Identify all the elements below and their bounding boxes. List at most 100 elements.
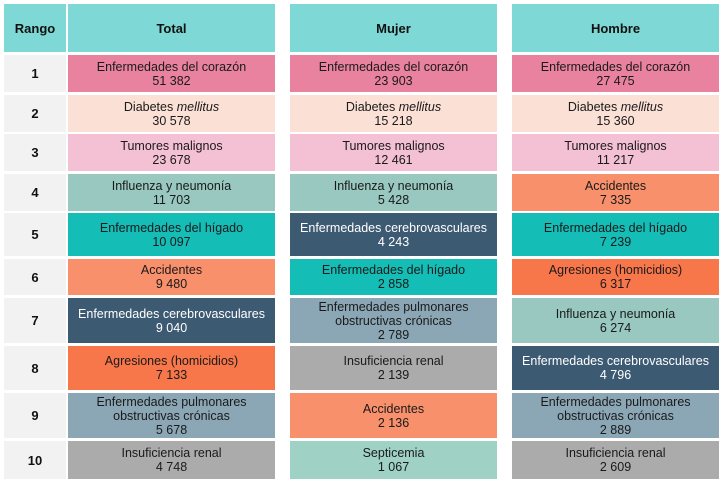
cause-label: Influenza y neumonía [555,306,676,321]
rank-cell: 10 [4,441,66,479]
death-count-value: 2 136 [377,415,410,430]
death-count-value: 1 067 [377,460,410,474]
death-count-value: 6 317 [599,277,632,291]
cause-name: Enfermedades pulmonares obstructivas cró… [296,300,491,328]
cause-label: Influenza y neumonía [333,178,454,193]
death-count-value: 10 097 [152,234,191,249]
cause-name: Enfermedades cerebrovasculares [522,354,709,368]
cause-label: Tumores malignos [120,138,223,153]
death-count-value: 4 748 [155,460,188,474]
death-count-value: 12 461 [374,152,413,167]
cause-label: Accidentes [362,401,425,416]
cause-italic-label: mellitus [176,99,220,114]
cause-label: Enfermedades del hígado [321,263,466,277]
death-count-value: 5 428 [377,192,410,207]
rank-cell: 6 [4,259,66,295]
hombre-cause-cell: Tumores malignos 11 217 [512,134,719,171]
mujer-cause-cell: Tumores malignos 12 461 [290,134,497,171]
total-cause-cell: Enfermedades cerebrovasculares 9 040 [68,298,275,343]
cause-name: Accidentes [363,402,424,416]
cause-label: Enfermedades del corazón [540,59,691,74]
death-count-value: 51 382 [152,73,191,88]
cause-label: Accidentes [584,178,647,193]
death-count-value: 2 789 [377,327,410,342]
cause-label: Tumores malignos [342,138,445,153]
death-count-value: 9 480 [155,277,188,291]
death-count-value: 2 889 [599,422,632,437]
cause-name: Influenza y neumonía [556,307,676,321]
death-count-value: 2 858 [377,277,410,291]
cause-label: Enfermedades pulmonares obstructivas cró… [318,299,469,328]
cause-name: Diabetes mellitus [346,100,441,114]
hombre-cause-cell: Diabetes mellitus 15 360 [512,95,719,132]
cause-label: Enfermedades cerebrovasculares [300,220,487,235]
cause-label: Enfermedades del hígado [543,220,688,235]
rank-cell: 8 [4,346,66,390]
cause-name: Enfermedades del corazón [319,60,468,74]
cause-label: Diabetes [123,99,174,114]
total-cause-cell: Diabetes mellitus 30 578 [68,95,275,132]
cause-label: Enfermedades pulmonares obstructivas cró… [540,394,691,423]
total-cause-cell: Accidentes 9 480 [68,259,275,295]
hombre-cause-cell: Accidentes 7 335 [512,174,719,211]
hombre-cause-cell: Enfermedades del corazón 27 475 [512,55,719,92]
cause-name: Influenza y neumonía [112,179,232,193]
cause-label: Enfermedades pulmonares obstructivas cró… [96,394,247,423]
death-count-value: 4 796 [599,368,632,382]
rank-cell: 7 [4,298,66,343]
cause-label: Influenza y neumonía [111,178,232,193]
hombre-cause-cell: Influenza y neumonía 6 274 [512,298,719,343]
header-hombre: Hombre [512,4,719,52]
cause-name: Enfermedades pulmonares obstructivas cró… [518,395,713,423]
total-cause-cell: Insuficiencia renal 4 748 [68,441,275,479]
cause-name: Tumores malignos [342,139,444,153]
cause-name: Diabetes mellitus [568,100,663,114]
death-count-value: 11 703 [152,192,191,207]
cause-name: Enfermedades del hígado [544,221,687,235]
death-count-value: 5 678 [155,422,188,437]
cause-name: Insuficiencia renal [343,354,443,368]
cause-name: Enfermedades cerebrovasculares [300,221,487,235]
rank-cell: 4 [4,174,66,211]
rank-cell: 1 [4,55,66,92]
cause-name: Enfermedades del corazón [97,60,246,74]
total-cause-cell: Agresiones (homicidios) 7 133 [68,346,275,390]
rank-cell: 9 [4,393,66,438]
death-count-value: 2 609 [599,460,632,474]
cause-name: Enfermedades cerebrovasculares [78,307,265,321]
cause-name: Enfermedades del hígado [322,263,465,277]
death-count-value: 15 218 [374,113,413,128]
death-count-value: 2 139 [377,368,410,382]
death-count-value: 7 335 [599,192,632,207]
cause-name: Insuficiencia renal [565,446,665,460]
mujer-cause-cell: Diabetes mellitus 15 218 [290,95,497,132]
cause-label: Enfermedades del corazón [318,59,469,74]
header-mujer: Mujer [290,4,497,52]
cause-name: Enfermedades pulmonares obstructivas cró… [74,395,269,423]
rank-cell: 3 [4,134,66,171]
cause-label: Accidentes [140,263,203,277]
death-count-value: 4 243 [377,234,410,249]
cause-name: Tumores malignos [120,139,222,153]
total-cause-cell: Enfermedades del hígado 10 097 [68,213,275,256]
cause-name: Accidentes [585,179,646,193]
hombre-cause-cell: Enfermedades del hígado 7 239 [512,213,719,256]
hombre-cause-cell: Enfermedades pulmonares obstructivas cró… [512,393,719,438]
death-count-value: 7 239 [599,234,632,249]
cause-name: Insuficiencia renal [121,446,221,460]
header-rango: Rango [4,4,66,52]
cause-label: Insuficiencia renal [343,354,444,368]
cause-name: Enfermedades del corazón [541,60,690,74]
death-count-value: 11 217 [596,152,635,167]
cause-name: Diabetes mellitus [124,100,219,114]
hombre-cause-cell: Insuficiencia renal 2 609 [512,441,719,479]
death-count-value: 23 678 [152,152,191,167]
total-cause-cell: Enfermedades del corazón 51 382 [68,55,275,92]
cause-label: Enfermedades cerebrovasculares [78,306,265,321]
cause-label: Insuficiencia renal [565,446,666,460]
cause-name: Influenza y neumonía [334,179,454,193]
total-cause-cell: Enfermedades pulmonares obstructivas cró… [68,393,275,438]
death-count-value: 23 903 [374,73,413,88]
cause-name: Agresiones (homicidios) [105,354,238,368]
cause-label: Enfermedades cerebrovasculares [522,354,709,368]
